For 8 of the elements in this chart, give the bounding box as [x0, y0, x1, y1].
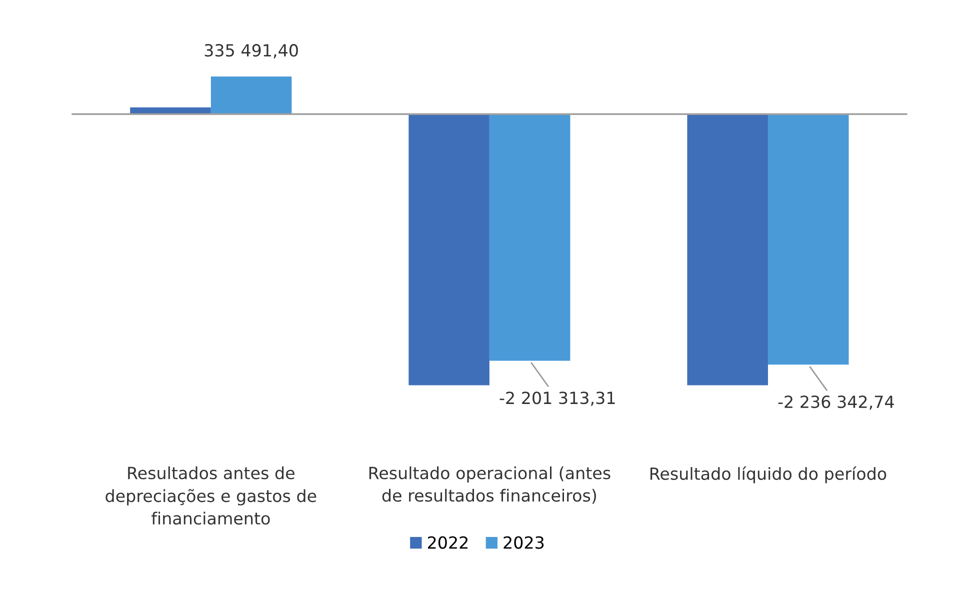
legend-label: 2023 [504, 536, 544, 549]
data-label: -2 236 342,74 [778, 396, 894, 410]
x-tick-label: Resultado líquido do período [650, 466, 886, 484]
x-tick-label: Resultados antes de depreciações e gastos de financiamento [106, 466, 316, 525]
x-tick-label: Resultado operacional (antes de resultados financeiros) [369, 466, 610, 504]
data-label: -2 201 313,31 [500, 392, 615, 406]
legend-label: 2022 [428, 536, 468, 549]
data-label: 335 491,40 [204, 44, 298, 58]
